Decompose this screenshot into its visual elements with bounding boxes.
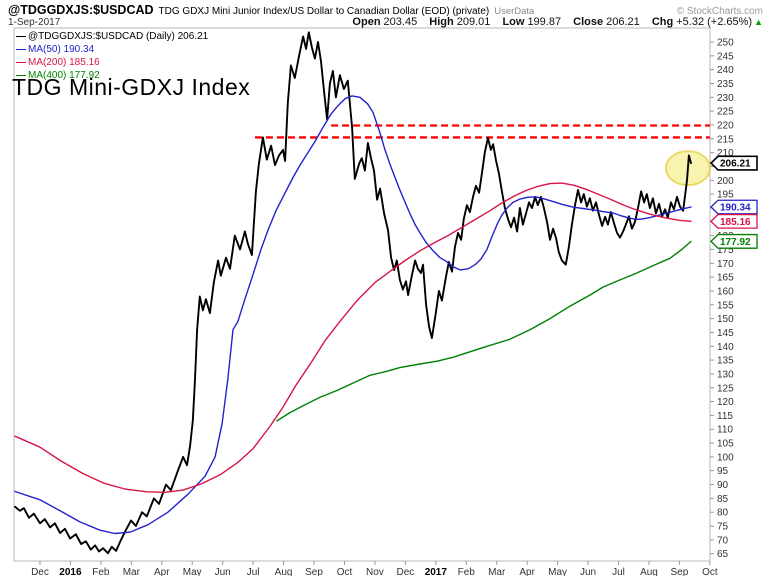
open-label: Open bbox=[352, 16, 381, 28]
svg-text:Jun: Jun bbox=[215, 567, 231, 576]
svg-text:May: May bbox=[548, 567, 567, 576]
chg-label: Chg bbox=[651, 16, 674, 28]
chart-legend: — @TDGGDXJS:$USDCAD (Daily) 206.21 — MA(50… bbox=[16, 30, 208, 82]
svg-text:120: 120 bbox=[717, 397, 734, 408]
svg-text:80: 80 bbox=[717, 508, 729, 519]
legend-item-ma200: — MA(200) 185.16 bbox=[16, 57, 100, 68]
svg-text:95: 95 bbox=[717, 466, 729, 477]
svg-text:75: 75 bbox=[717, 522, 729, 533]
symbol-description: TDG GDXJ Mini Junior Index/US Dollar to … bbox=[158, 6, 490, 17]
high-label: High bbox=[429, 16, 454, 28]
svg-text:Mar: Mar bbox=[488, 567, 506, 576]
svg-text:Jun: Jun bbox=[580, 567, 596, 576]
svg-text:130: 130 bbox=[717, 369, 734, 380]
svg-text:210: 210 bbox=[717, 148, 734, 159]
svg-text:70: 70 bbox=[717, 535, 729, 546]
svg-text:160: 160 bbox=[717, 286, 734, 297]
svg-text:235: 235 bbox=[717, 79, 734, 90]
svg-text:Nov: Nov bbox=[366, 567, 384, 576]
chart-header: @TDGGDXJS:$USDCAD TDG GDXJ Mini Junior I… bbox=[8, 3, 763, 17]
svg-text:100: 100 bbox=[717, 452, 734, 463]
svg-text:Sep: Sep bbox=[671, 567, 689, 576]
svg-text:175: 175 bbox=[717, 245, 734, 256]
svg-text:125: 125 bbox=[717, 383, 734, 394]
svg-text:220: 220 bbox=[717, 120, 734, 131]
svg-text:85: 85 bbox=[717, 494, 729, 505]
close-value: 206.21 bbox=[606, 16, 640, 28]
svg-text:230: 230 bbox=[717, 93, 734, 104]
symbol-title: @TDGGDXJS:$USDCAD bbox=[8, 3, 154, 17]
svg-text:2016: 2016 bbox=[59, 567, 82, 576]
low-label: Low bbox=[502, 16, 525, 28]
chart-date: 1-Sep-2017 bbox=[8, 17, 61, 28]
svg-text:206.21: 206.21 bbox=[720, 159, 751, 170]
svg-text:215: 215 bbox=[717, 134, 734, 145]
svg-text:Feb: Feb bbox=[92, 567, 110, 576]
low-value: 199.87 bbox=[527, 16, 562, 28]
resistance-lines bbox=[254, 124, 710, 139]
svg-text:May: May bbox=[183, 567, 202, 576]
svg-text:250: 250 bbox=[717, 38, 734, 49]
svg-text:140: 140 bbox=[717, 342, 734, 353]
svg-text:105: 105 bbox=[717, 439, 734, 450]
svg-text:190.34: 190.34 bbox=[720, 203, 751, 214]
svg-text:200: 200 bbox=[717, 176, 734, 187]
svg-text:Jul: Jul bbox=[247, 567, 260, 576]
svg-text:150: 150 bbox=[717, 314, 734, 325]
svg-text:Aug: Aug bbox=[275, 567, 293, 576]
svg-text:185.16: 185.16 bbox=[720, 217, 751, 228]
up-triangle-icon: ▲ bbox=[754, 17, 763, 27]
svg-text:165: 165 bbox=[717, 273, 734, 284]
open-value: 203.45 bbox=[383, 16, 418, 28]
svg-text:Feb: Feb bbox=[458, 567, 476, 576]
svg-text:Apr: Apr bbox=[154, 567, 170, 576]
svg-text:Aug: Aug bbox=[640, 567, 658, 576]
svg-text:115: 115 bbox=[717, 411, 733, 422]
line-swatch-icon: — bbox=[16, 31, 26, 42]
legend-item-ma50: — MA(50) 190.34 bbox=[16, 44, 95, 55]
source-tag: UserData bbox=[494, 6, 535, 17]
svg-text:90: 90 bbox=[717, 480, 729, 491]
svg-text:195: 195 bbox=[717, 190, 734, 201]
svg-text:177.92: 177.92 bbox=[720, 237, 751, 248]
svg-text:110: 110 bbox=[717, 425, 733, 436]
high-value: 209.01 bbox=[456, 16, 491, 28]
svg-text:Dec: Dec bbox=[31, 567, 49, 576]
chart-annotation-title: TDG Mini-GDXJ Index bbox=[12, 74, 251, 100]
svg-text:170: 170 bbox=[717, 259, 734, 270]
close-label: Close bbox=[573, 16, 604, 28]
svg-text:240: 240 bbox=[717, 65, 734, 76]
line-swatch-icon: — bbox=[16, 70, 26, 81]
stockcharts-copyright: © StockCharts.com bbox=[676, 6, 763, 17]
svg-text:155: 155 bbox=[717, 300, 734, 311]
svg-text:Mar: Mar bbox=[123, 567, 141, 576]
price-series bbox=[14, 31, 692, 555]
quote-row: 1-Sep-2017 Open 203.45 High 209.01 Low 199.… bbox=[8, 16, 763, 28]
svg-text:Oct: Oct bbox=[337, 567, 353, 576]
plot-frame bbox=[13, 27, 711, 562]
svg-text:Oct: Oct bbox=[702, 567, 718, 576]
svg-text:225: 225 bbox=[717, 107, 734, 118]
svg-text:Apr: Apr bbox=[519, 567, 535, 576]
svg-text:Jul: Jul bbox=[612, 567, 625, 576]
svg-text:245: 245 bbox=[717, 51, 734, 62]
axis-labels: 65 70 75 80 85 90 95 100 105 110 115 120 125 130 135 14… bbox=[31, 38, 734, 576]
ohlc-quote: Open 203.45 High 209.01 Low 199.87 Close 206… bbox=[352, 16, 763, 28]
svg-text:Dec: Dec bbox=[396, 567, 414, 576]
svg-text:2017: 2017 bbox=[425, 567, 448, 576]
price-tags: 206.21 190.34 185.16 177.92 bbox=[709, 155, 758, 249]
line-swatch-icon: — bbox=[16, 57, 26, 68]
line-swatch-icon: — bbox=[16, 44, 26, 55]
svg-text:65: 65 bbox=[717, 549, 729, 560]
legend-item-ma400: — MA(400) 177.92 bbox=[16, 70, 100, 81]
svg-text:145: 145 bbox=[717, 328, 734, 339]
legend-item-price: — @TDGGDXJS:$USDCAD (Daily) 206.21 bbox=[16, 31, 209, 42]
svg-text:135: 135 bbox=[717, 356, 734, 367]
svg-text:Sep: Sep bbox=[305, 567, 323, 576]
chg-value: +5.32 (+2.65%) bbox=[676, 16, 753, 28]
